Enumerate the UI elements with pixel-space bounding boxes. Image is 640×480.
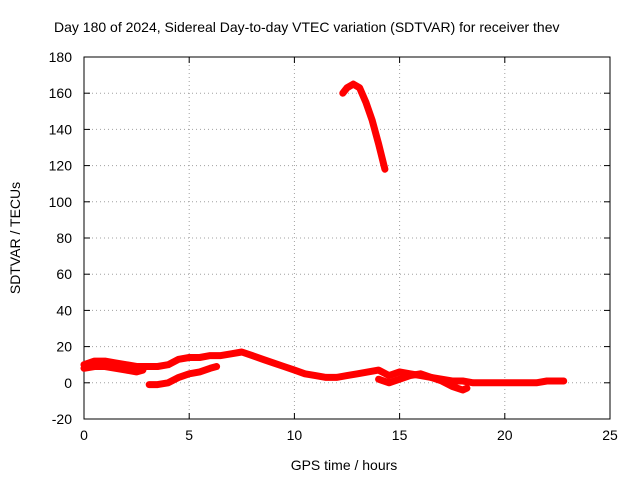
y-tick-label: 180	[49, 49, 73, 65]
series-line-band-upper	[80, 348, 568, 387]
y-tick-label: 20	[56, 339, 72, 355]
y-tick-label: 80	[56, 230, 72, 246]
x-tick-label: 10	[287, 427, 303, 443]
chart-title: Day 180 of 2024, Sidereal Day-to-day VTE…	[54, 19, 560, 35]
y-tick-label: 120	[49, 158, 73, 174]
y-tick-label: 60	[56, 266, 72, 282]
series-line-band-lower	[80, 363, 147, 376]
y-tick-label: 160	[49, 85, 73, 101]
series-line-segment-morning	[145, 363, 221, 389]
y-tick-label: 100	[49, 194, 73, 210]
y-tick-label: 40	[56, 302, 72, 318]
y-tick-label: 140	[49, 121, 73, 137]
grid	[84, 57, 610, 419]
x-tick-label: 25	[602, 427, 618, 443]
axis-ticks: 0 5 10 15 20 25 -20 0 20 40 60 80 100 120 140 160 180	[49, 49, 618, 443]
x-axis-label: GPS time / hours	[291, 457, 398, 473]
data-series	[80, 80, 568, 394]
x-tick-label: 0	[80, 427, 88, 443]
y-axis-label: SDTVAR / TECUs	[7, 182, 23, 294]
x-tick-label: 5	[185, 427, 193, 443]
series-line-segment-afternoon	[375, 370, 471, 394]
x-tick-label: 20	[497, 427, 513, 443]
y-tick-label: -20	[52, 411, 72, 427]
series-line-spike	[339, 80, 389, 173]
x-tick-label: 15	[392, 427, 408, 443]
y-tick-label: 0	[64, 375, 72, 391]
